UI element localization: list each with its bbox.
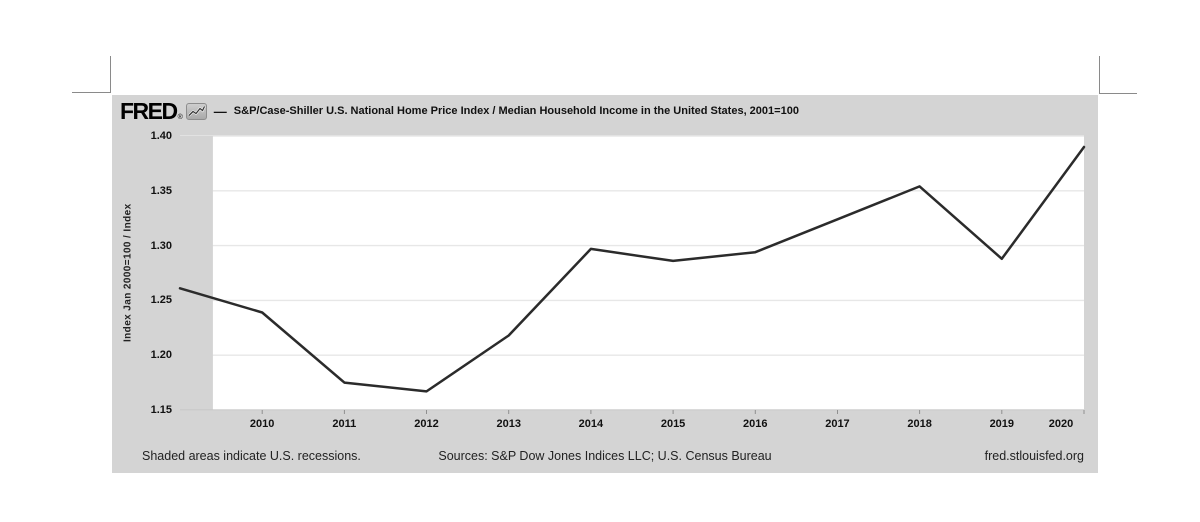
- x-tick-label: 2010: [249, 418, 275, 430]
- x-tick-label: 2020: [1048, 418, 1074, 430]
- x-tick-label: 2011: [332, 418, 357, 430]
- x-tick-label: 2019: [989, 418, 1015, 430]
- chart-svg: [178, 135, 1086, 414]
- x-tick-label: 2013: [496, 418, 521, 430]
- x-tick-label: 2015: [660, 418, 686, 430]
- x-tick-label: 2017: [825, 418, 850, 430]
- crop-mark-top-left-horizontal: [72, 92, 111, 93]
- y-tick-label: 1.15: [150, 404, 172, 416]
- y-tick-label: 1.20: [150, 349, 172, 362]
- y-tick-label: 1.40: [150, 130, 172, 142]
- crop-mark-top-right-vertical: [1099, 56, 1100, 94]
- x-tick-label: 2016: [743, 418, 768, 430]
- fred-chart: FRED ® — S&P/Case-Shiller U.S. National …: [112, 95, 1098, 473]
- x-tick-label: 2012: [414, 418, 439, 430]
- chart-title: S&P/Case-Shiller U.S. National Home Pric…: [233, 105, 799, 117]
- title-dash: —: [213, 103, 227, 119]
- recession-note: Shaded areas indicate U.S. recessions.: [142, 449, 361, 463]
- y-tick-label: 1.25: [150, 294, 172, 307]
- y-tick-label: 1.30: [150, 239, 172, 252]
- x-tick-label: 2014: [578, 418, 604, 430]
- y-tick-label: 1.35: [150, 184, 172, 197]
- sources-note: Sources: S&P Dow Jones Indices LLC; U.S.…: [438, 449, 772, 463]
- crop-mark-top-left-vertical: [110, 56, 111, 93]
- chart-footer: Shaded areas indicate U.S. recessions. S…: [112, 449, 1098, 465]
- x-tick-label: 2018: [907, 418, 932, 430]
- registered-trademark: ®: [177, 114, 183, 121]
- fred-url: fred.stlouisfed.org: [984, 449, 1084, 463]
- fred-sparkline-icon: [185, 102, 207, 120]
- chart-header: FRED ® — S&P/Case-Shiller U.S. National …: [120, 98, 799, 124]
- crop-mark-top-right-horizontal: [1100, 93, 1137, 94]
- fred-logo: FRED: [120, 97, 178, 124]
